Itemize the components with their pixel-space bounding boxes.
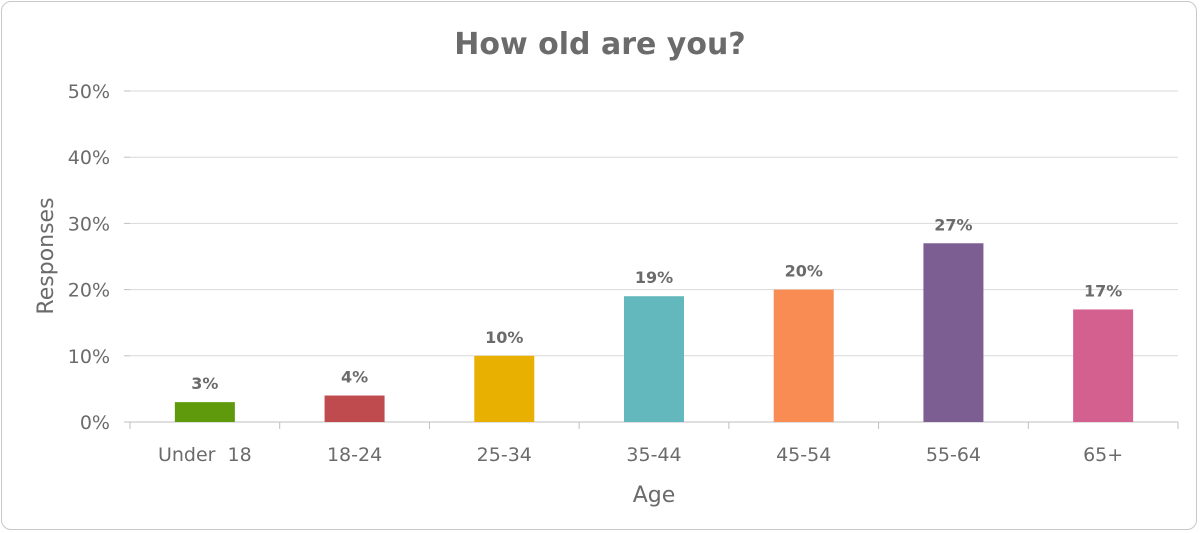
data-label: 27%: [934, 215, 972, 234]
x-axis-ticks: Under 18 18-24 25-34 35-44 45-54 55-64 65+: [158, 444, 1123, 466]
x-axis-title: Age: [633, 483, 676, 508]
y-axis-title: Responses: [34, 197, 59, 314]
x-tick-label: 18-24: [327, 444, 382, 466]
x-tick-label: 25-34: [477, 444, 532, 466]
y-tick-label: 50%: [68, 81, 110, 103]
x-tick-label: 55-64: [926, 444, 981, 466]
y-tick-label: 20%: [68, 280, 110, 302]
y-tick-label: 40%: [68, 147, 110, 169]
bar: [773, 289, 834, 422]
x-tick-label: 65+: [1083, 444, 1123, 466]
x-tick-label: 45-54: [776, 444, 831, 466]
y-axis-ticks: 0% 10% 20% 30% 40% 50%: [68, 81, 110, 434]
x-tick-label: Under 18: [158, 444, 252, 466]
chart-title: How old are you?: [454, 27, 745, 62]
data-label: 19%: [635, 268, 673, 287]
y-tick-label: 10%: [68, 346, 110, 368]
data-label: 17%: [1084, 281, 1122, 300]
data-labels: 3% 4% 10% 19% 20% 27% 17%: [191, 215, 1122, 393]
y-tick-label: 0%: [80, 412, 110, 434]
data-label: 20%: [785, 262, 823, 281]
y-tick-label: 30%: [68, 213, 110, 235]
gridlines: [124, 90, 1179, 429]
bar: [474, 355, 535, 422]
data-label: 3%: [191, 374, 218, 393]
bar: [1073, 309, 1134, 422]
bar: [324, 395, 385, 422]
x-tick-label: 35-44: [626, 444, 681, 466]
bar: [174, 402, 235, 422]
bar: [923, 243, 984, 422]
data-label: 10%: [485, 328, 523, 347]
bars: [174, 243, 1134, 422]
bar: [624, 296, 684, 422]
data-label: 4%: [341, 368, 368, 387]
